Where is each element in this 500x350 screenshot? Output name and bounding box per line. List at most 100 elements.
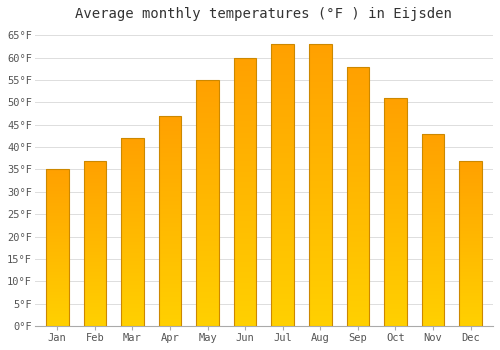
Bar <box>196 133 219 134</box>
Bar <box>272 191 294 192</box>
Bar <box>309 257 332 258</box>
Bar <box>46 248 68 249</box>
Bar <box>384 260 406 261</box>
Bar <box>84 197 106 198</box>
Bar <box>234 251 256 252</box>
Bar <box>84 285 106 286</box>
Bar <box>234 238 256 239</box>
Bar <box>234 58 256 326</box>
Bar <box>158 260 181 261</box>
Bar <box>158 322 181 323</box>
Bar <box>46 183 68 184</box>
Bar <box>196 124 219 126</box>
Bar <box>272 257 294 258</box>
Bar <box>346 99 369 100</box>
Bar <box>384 286 406 287</box>
Bar <box>384 179 406 180</box>
Bar <box>158 277 181 278</box>
Bar <box>234 214 256 215</box>
Bar <box>158 168 181 169</box>
Bar <box>384 152 406 153</box>
Bar <box>422 236 444 237</box>
Bar <box>309 216 332 218</box>
Bar <box>158 237 181 238</box>
Bar <box>272 95 294 96</box>
Bar <box>384 166 406 168</box>
Bar <box>309 132 332 133</box>
Bar <box>309 81 332 82</box>
Bar <box>121 159 144 160</box>
Bar <box>346 301 369 303</box>
Bar <box>234 176 256 177</box>
Bar <box>459 255 482 256</box>
Bar <box>309 161 332 163</box>
Bar <box>346 160 369 161</box>
Bar <box>196 235 219 236</box>
Bar <box>234 116 256 117</box>
Bar <box>346 207 369 208</box>
Bar <box>196 162 219 164</box>
Bar <box>234 209 256 211</box>
Bar <box>234 156 256 157</box>
Bar <box>46 179 68 180</box>
Bar <box>196 145 219 146</box>
Bar <box>422 301 444 302</box>
Bar <box>384 198 406 200</box>
Bar <box>121 235 144 236</box>
Bar <box>158 232 181 233</box>
Bar <box>346 68 369 69</box>
Bar <box>121 208 144 209</box>
Bar <box>346 69 369 70</box>
Bar <box>46 244 68 245</box>
Bar <box>384 138 406 139</box>
Bar <box>234 203 256 204</box>
Bar <box>234 92 256 94</box>
Bar <box>46 205 68 206</box>
Bar <box>422 217 444 218</box>
Bar <box>459 210 482 211</box>
Bar <box>121 173 144 174</box>
Bar <box>346 185 369 186</box>
Bar <box>309 105 332 106</box>
Bar <box>121 317 144 318</box>
Bar <box>46 297 68 298</box>
Bar <box>158 178 181 179</box>
Bar <box>196 314 219 315</box>
Bar <box>158 141 181 142</box>
Bar <box>121 168 144 169</box>
Bar <box>84 275 106 276</box>
Bar <box>272 140 294 141</box>
Bar <box>158 304 181 305</box>
Bar <box>309 173 332 174</box>
Bar <box>422 324 444 325</box>
Bar <box>384 226 406 227</box>
Bar <box>158 138 181 139</box>
Bar <box>384 240 406 241</box>
Bar <box>84 288 106 289</box>
Bar <box>346 312 369 313</box>
Bar <box>459 290 482 291</box>
Bar <box>459 267 482 268</box>
Bar <box>84 167 106 168</box>
Bar <box>309 103 332 105</box>
Bar <box>158 176 181 177</box>
Bar <box>346 309 369 310</box>
Bar <box>158 177 181 178</box>
Bar <box>46 258 68 259</box>
Bar <box>309 139 332 140</box>
Bar <box>346 281 369 282</box>
Bar <box>272 263 294 264</box>
Bar <box>158 234 181 236</box>
Bar <box>234 276 256 278</box>
Bar <box>196 187 219 188</box>
Bar <box>234 75 256 76</box>
Bar <box>272 52 294 54</box>
Bar <box>309 65 332 67</box>
Bar <box>346 116 369 117</box>
Bar <box>234 201 256 203</box>
Bar <box>84 227 106 228</box>
Bar <box>346 78 369 79</box>
Bar <box>196 170 219 171</box>
Bar <box>346 299 369 300</box>
Bar <box>234 216 256 217</box>
